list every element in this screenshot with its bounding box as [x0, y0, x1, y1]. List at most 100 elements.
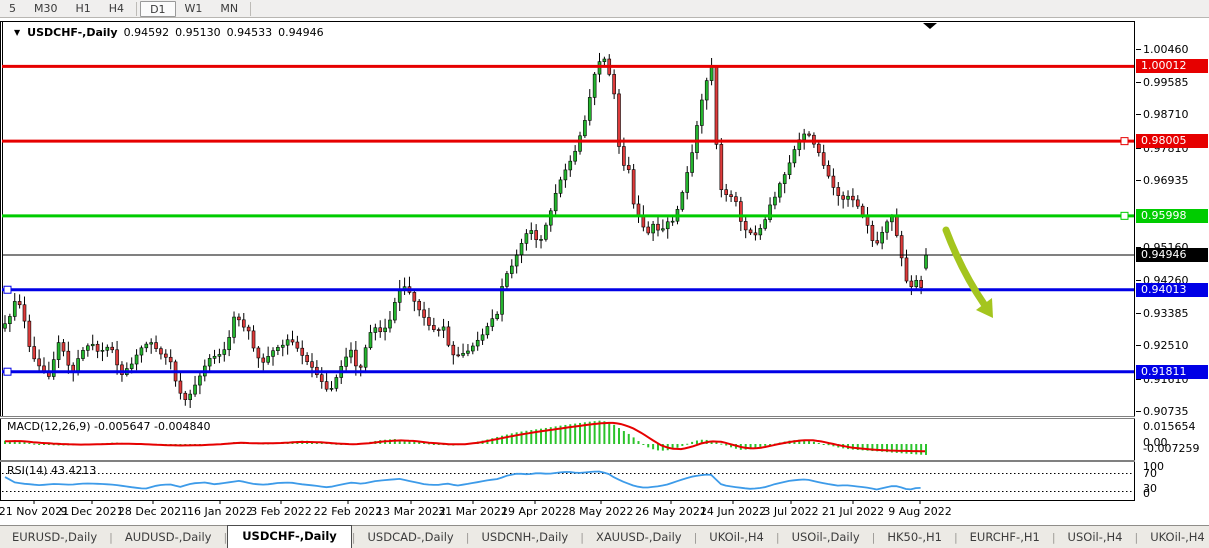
candle-body	[222, 349, 227, 355]
candle-body	[266, 356, 270, 363]
pane-separator-macd-rsi[interactable]	[0, 460, 1135, 462]
candle-body	[280, 344, 285, 348]
timeframe-button-h4[interactable]: H4	[108, 1, 125, 15]
candle-body	[763, 219, 767, 229]
end-of-data-marker-icon	[923, 23, 937, 29]
macd-histogram-bar	[808, 440, 811, 444]
macd-histogram-bar	[501, 435, 504, 444]
macd-histogram-bar	[403, 440, 406, 444]
candle-body	[904, 257, 909, 282]
price-line-handle[interactable]	[3, 285, 12, 294]
down-trend-arrowhead[interactable]	[976, 298, 993, 318]
timeframe-button-5[interactable]: 5	[9, 1, 16, 15]
candle-body	[724, 189, 729, 195]
tab-divider: |	[223, 531, 228, 544]
candle-body	[612, 74, 616, 95]
timeframe-button-mn[interactable]: MN	[220, 1, 239, 15]
symbol-tab-ukoil-h4[interactable]: UKOil-,H4	[1150, 530, 1205, 544]
candle-body	[836, 187, 841, 196]
candle-body	[816, 143, 821, 153]
symbol-tab-usdcad-daily[interactable]: USDCAD-,Daily	[367, 530, 454, 544]
price-axis-tick: 0.98710	[1136, 108, 1189, 122]
symbol-tab-usdchf-daily[interactable]: USDCHF-,Daily	[227, 525, 352, 548]
macd-histogram-bar	[564, 424, 567, 444]
candle-body	[300, 347, 305, 356]
macd-histogram-bar	[661, 444, 664, 451]
macd-histogram-bar	[530, 430, 533, 444]
price-chart	[0, 21, 1135, 504]
price-axis-tick: 0.90735	[1136, 405, 1189, 419]
candle-body	[714, 66, 719, 145]
candle-body	[846, 195, 850, 200]
macd-histogram-bar	[28, 442, 31, 444]
macd-indicator	[4, 420, 927, 455]
candle-body	[802, 133, 806, 140]
price-line-handle[interactable]	[1120, 211, 1129, 220]
candle-body	[826, 165, 831, 177]
macd-axis-label: 0.00	[1143, 436, 1168, 449]
macd-histogram-bar	[437, 444, 440, 445]
macd-histogram-bar	[866, 444, 869, 451]
symbol-tab-xauusd-daily[interactable]: XAUUSD-,Daily	[595, 530, 682, 544]
candle-body	[524, 233, 529, 244]
symbol-tab-hk50-h1[interactable]: HK50-,H1	[887, 530, 942, 544]
candle-body	[441, 326, 446, 331]
candle-body	[183, 392, 188, 400]
timeframe-toolbar: 5 M30 H1 H4 D1 W1 MN	[0, 0, 1209, 18]
candle-body	[782, 174, 787, 184]
candle-body	[563, 169, 568, 181]
candle-body	[924, 254, 928, 269]
macd-histogram-bar	[23, 442, 26, 444]
macd-histogram-bar	[832, 444, 835, 447]
candle-body	[436, 329, 441, 331]
price-line-handle[interactable]	[1120, 137, 1129, 146]
macd-signal-line	[4, 421, 925, 453]
pane-separator-main-macd[interactable]	[0, 416, 1135, 419]
macd-histogram-bar	[798, 439, 801, 444]
macd-histogram-bar	[549, 427, 552, 444]
candle-body	[237, 316, 241, 321]
macd-histogram-bar	[920, 444, 923, 455]
candle-body	[558, 179, 563, 194]
tab-divider: |	[580, 531, 584, 544]
down-trend-arrow[interactable]	[942, 226, 988, 308]
candle-body	[32, 346, 37, 360]
candle-body	[129, 363, 134, 369]
symbol-tab-audusd-daily[interactable]: AUDUSD-,Daily	[124, 530, 212, 544]
macd-histogram-bar	[861, 444, 864, 451]
tab-divider: |	[465, 531, 470, 544]
macd-histogram-bar	[38, 444, 41, 445]
symbol-tab-eurusd-daily[interactable]: EURUSD-,Daily	[12, 530, 98, 544]
macd-histogram-bar	[890, 444, 893, 453]
timeframe-button-m30[interactable]: M30	[34, 1, 58, 15]
candle-body	[422, 309, 426, 318]
symbol-tab-usoil-h4[interactable]: USOil-,H4	[1067, 530, 1123, 544]
macd-histogram-bar	[593, 421, 596, 444]
candle-body	[373, 327, 378, 333]
symbol-tab-eurchf-h1[interactable]: EURCHF-,H1	[969, 530, 1040, 544]
candle-body	[500, 286, 504, 315]
price-line-handle[interactable]	[3, 367, 12, 376]
date-label: 9 Aug 2022	[888, 505, 952, 518]
candle-body	[734, 196, 738, 202]
candle-body	[66, 350, 71, 366]
candle-body	[695, 125, 699, 154]
chart-title-triangle-icon[interactable]: ▼	[14, 28, 21, 37]
timeframe-button-h1[interactable]: H1	[75, 1, 91, 15]
rsi-pane-border	[0, 461, 1135, 501]
tab-divider: |	[351, 531, 356, 544]
tab-divider: |	[1134, 531, 1139, 544]
symbol-tab-usoil-daily[interactable]: USOil-,Daily	[791, 530, 860, 544]
candle-body	[709, 66, 714, 81]
symbol-tab-usdcnh-daily[interactable]: USDCNH-,Daily	[481, 530, 569, 544]
symbol-tab-ukoil-h4[interactable]: UKOil-,H4	[709, 530, 764, 544]
candle-body	[636, 203, 641, 216]
price-badge: 1.00012	[1136, 59, 1208, 74]
timeframe-button-w1[interactable]: W1	[184, 1, 203, 15]
candle-body	[417, 300, 422, 311]
macd-histogram-bar	[700, 439, 703, 444]
timeframe-button-d1[interactable]: D1	[140, 0, 176, 17]
candle-body	[261, 357, 266, 363]
macd-histogram-bar	[515, 432, 518, 444]
macd-indicator-label: MACD(12,26,9) -0.005647 -0.004840	[7, 420, 211, 433]
